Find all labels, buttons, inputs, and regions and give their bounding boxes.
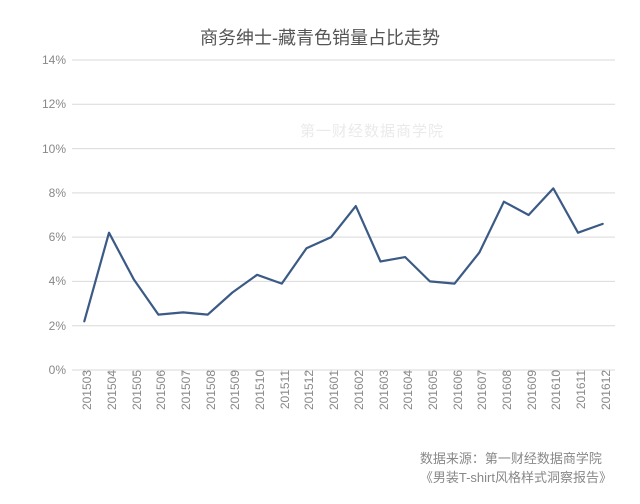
x-tick-label: 201608 xyxy=(494,370,514,410)
x-tick-label: 201603 xyxy=(371,370,391,410)
x-tick-label: 201612 xyxy=(593,370,613,410)
y-tick-label: 12% xyxy=(42,97,72,111)
x-tick-label: 201512 xyxy=(296,370,316,410)
x-tick-label: 201509 xyxy=(222,370,242,410)
y-tick-label: 0% xyxy=(49,363,72,377)
y-tick-label: 4% xyxy=(49,274,72,288)
source-line-2: 《男装T-shirt风格样式洞察报告》 xyxy=(420,469,612,488)
x-tick-label: 201504 xyxy=(99,370,119,410)
chart-svg xyxy=(72,60,615,370)
y-tick-label: 10% xyxy=(42,142,72,156)
chart-title: 商务绅士-藏青色销量占比走势 xyxy=(0,24,640,50)
x-tick-label: 201507 xyxy=(173,370,193,410)
chart-container: 商务绅士-藏青色销量占比走势 第一财经数据商学院 0%2%4%6%8%10%12… xyxy=(0,0,640,504)
y-tick-label: 8% xyxy=(49,186,72,200)
x-tick-label: 201606 xyxy=(445,370,465,410)
x-tick-label: 201602 xyxy=(346,370,366,410)
x-tick-label: 201610 xyxy=(543,370,563,410)
x-tick-label: 201609 xyxy=(519,370,539,410)
y-tick-label: 6% xyxy=(49,230,72,244)
x-tick-label: 201604 xyxy=(395,370,415,410)
x-tick-label: 201503 xyxy=(74,370,94,410)
y-tick-label: 14% xyxy=(42,53,72,67)
x-tick-label: 201601 xyxy=(321,370,341,410)
x-tick-label: 201505 xyxy=(124,370,144,410)
x-tick-label: 201605 xyxy=(420,370,440,410)
x-tick-label: 201511 xyxy=(272,370,292,409)
x-tick-label: 201508 xyxy=(198,370,218,410)
x-tick-label: 201611 xyxy=(568,370,588,409)
plot-area: 0%2%4%6%8%10%12%14%201503201504201505201… xyxy=(72,60,615,370)
x-tick-label: 201607 xyxy=(469,370,489,410)
source-block: 数据来源：第一财经数据商学院 《男装T-shirt风格样式洞察报告》 xyxy=(420,450,612,488)
y-tick-label: 2% xyxy=(49,319,72,333)
x-tick-label: 201506 xyxy=(148,370,168,410)
source-line-1: 数据来源：第一财经数据商学院 xyxy=(420,450,612,469)
x-tick-label: 201510 xyxy=(247,370,267,410)
